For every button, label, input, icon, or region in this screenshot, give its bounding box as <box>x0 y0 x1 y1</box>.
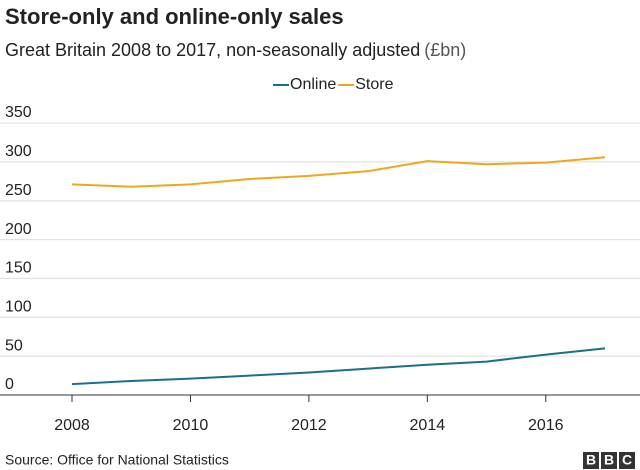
y-tick-label: 300 <box>5 143 32 160</box>
x-tick-label: 2012 <box>291 417 327 434</box>
x-tick-label: 2014 <box>410 417 446 434</box>
logo-letter: C <box>622 452 632 468</box>
logo-box <box>619 452 635 469</box>
y-tick-label: 250 <box>5 182 32 199</box>
source-note: Source: Office for National Statistics <box>5 452 229 468</box>
y-tick-label: 200 <box>5 221 32 238</box>
series-line <box>71 156 606 188</box>
chart-title: Store-only and online-only sales <box>5 4 344 29</box>
chart-subtitle: Great Britain 2008 to 2017, non-seasonal… <box>5 40 420 60</box>
logo-letter: B <box>586 452 596 468</box>
y-tick-label: 0 <box>5 376 14 393</box>
legend-label: Store <box>355 76 393 93</box>
series-line <box>71 347 606 386</box>
logo-box <box>601 452 617 469</box>
y-tick-label: 150 <box>5 260 32 277</box>
unit-label: (£bn) <box>424 40 466 60</box>
y-tick-label: 50 <box>5 337 23 354</box>
logo-letter: B <box>604 452 614 468</box>
x-tick-label: 2010 <box>173 417 209 434</box>
x-tick-label: 2008 <box>54 417 90 434</box>
y-tick-label: 100 <box>5 299 32 316</box>
x-tick-label: 2016 <box>528 417 564 434</box>
logo-box <box>583 452 599 469</box>
legend-label: Online <box>290 76 336 93</box>
y-tick-label: 350 <box>5 104 32 121</box>
